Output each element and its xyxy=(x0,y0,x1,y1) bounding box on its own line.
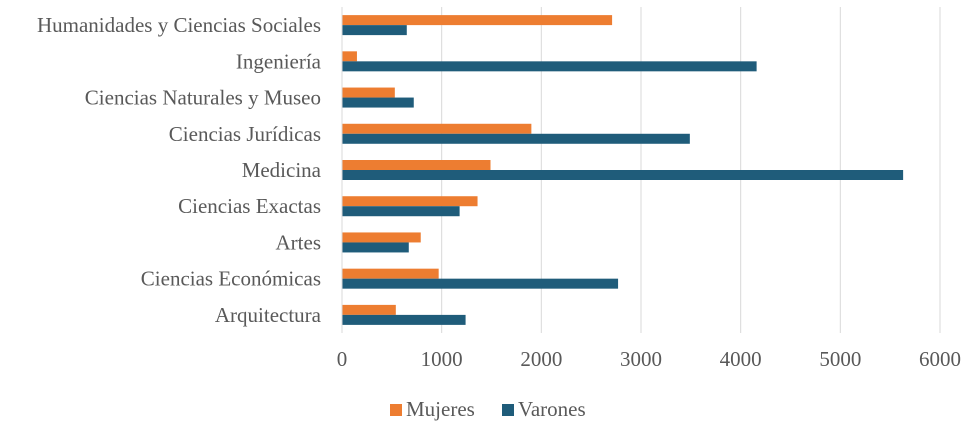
legend: Mujeres Varones xyxy=(390,397,586,421)
bar-mujeres-ciencias-exactas xyxy=(342,196,478,207)
category-label-medicina: Medicina xyxy=(242,158,322,182)
category-label-arquitectura: Arquitectura xyxy=(215,303,322,327)
x-tick-label-0: 0 xyxy=(337,347,348,371)
legend-swatch-varones xyxy=(502,404,514,416)
bar-mujeres-arquitectura xyxy=(342,304,396,315)
bar-mujeres-ciencias-naturales-y-museo xyxy=(342,87,395,98)
bar-mujeres-medicina xyxy=(342,160,491,170)
bar-varones-ciencias-naturales-y-museo xyxy=(342,97,414,108)
bar-mujeres-ciencias-economicas xyxy=(342,268,439,279)
bar-varones-ciencias-juridicas xyxy=(342,133,690,144)
bar-varones-humanidades-y-ciencias-sociales xyxy=(342,25,407,36)
x-tick-label-3000: 3000 xyxy=(620,347,662,371)
bar-mujeres-ciencias-juridicas xyxy=(342,123,532,134)
bar-mujeres-artes xyxy=(342,232,421,243)
category-label-artes: Artes xyxy=(276,230,322,254)
bar-varones-ciencias-economicas xyxy=(342,278,619,289)
legend-swatch-mujeres xyxy=(390,404,402,416)
category-label-ingenieria: Ingeniería xyxy=(236,49,322,73)
x-tick-label-6000: 6000 xyxy=(919,347,961,371)
x-tick-label-5000: 5000 xyxy=(819,347,861,371)
x-tick-label-1000: 1000 xyxy=(421,347,463,371)
category-label-ciencias-economicas: Ciencias Económicas xyxy=(141,267,321,291)
bar-varones-ciencias-exactas xyxy=(342,206,460,217)
bar-mujeres-humanidades-y-ciencias-sociales xyxy=(342,15,613,26)
legend-label-mujeres: Mujeres xyxy=(406,397,475,421)
x-tick-label-4000: 4000 xyxy=(720,347,762,371)
category-label-ciencias-naturales-y-museo: Ciencias Naturales y Museo xyxy=(85,86,321,110)
bar-varones-medicina xyxy=(342,170,904,180)
legend-label-varones: Varones xyxy=(518,397,586,421)
bar-mujeres-ingenieria xyxy=(342,51,357,62)
axes: Humanidades y Ciencias Sociales Ingenierí… xyxy=(37,7,961,371)
bar-varones-arquitectura xyxy=(342,314,466,325)
category-label-ciencias-juridicas: Ciencias Jurídicas xyxy=(169,122,321,146)
category-label-humanidades-y-ciencias-sociales: Humanidades y Ciencias Sociales xyxy=(37,13,321,37)
bar-varones-artes xyxy=(342,242,409,253)
bars xyxy=(342,15,904,325)
bar-varones-ingenieria xyxy=(342,61,757,72)
x-tick-label-2000: 2000 xyxy=(520,347,562,371)
category-label-ciencias-exactas: Ciencias Exactas xyxy=(178,194,321,218)
